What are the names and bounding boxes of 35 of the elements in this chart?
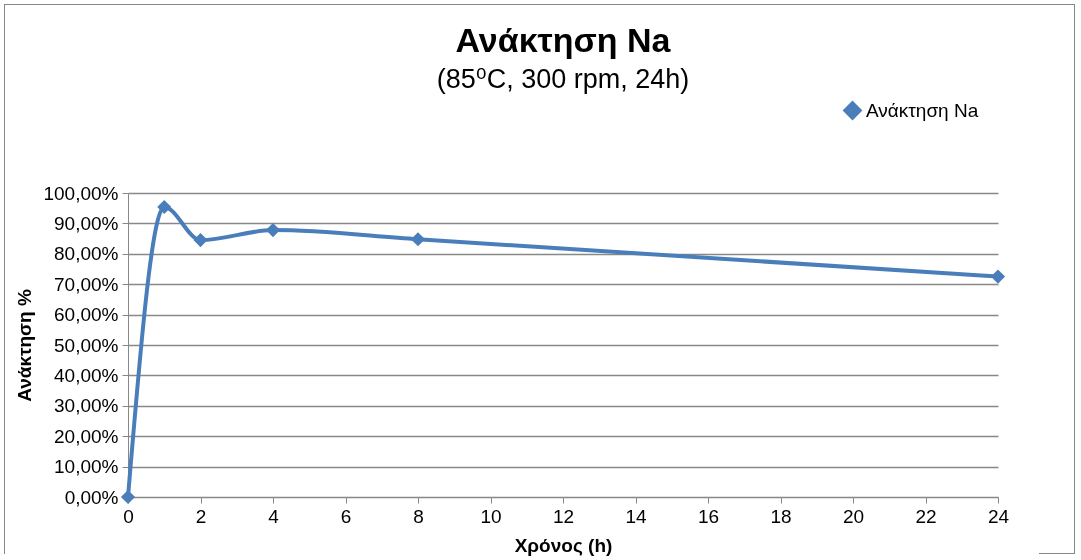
point: [157, 199, 172, 215]
x-tick-label: 16: [697, 505, 720, 527]
y-tick-label: 30,00%: [54, 395, 119, 417]
point: [410, 232, 426, 247]
x-tick-label: 14: [625, 505, 647, 527]
x-tick-label: 22: [915, 505, 937, 527]
x-tick-label: 2: [195, 505, 207, 527]
y-tick-label: 90,00%: [54, 212, 119, 234]
chart-subtitle: (85⁰C, 300 rpm, 24h): [436, 64, 690, 94]
y-tick-label: 70,00%: [54, 273, 119, 295]
y-tick-label: 50,00%: [54, 334, 119, 356]
x-tick-label: 24: [987, 505, 1010, 527]
point: [265, 223, 281, 238]
y-tick-label: 10,00%: [54, 456, 119, 478]
x-tick-label: 10: [480, 505, 502, 527]
x-tick-label: 18: [770, 505, 792, 527]
y-tick-label: 20,00%: [54, 425, 119, 447]
point: [193, 233, 208, 248]
x-axis-title: Χρόνος (h): [514, 534, 613, 556]
x-tick-label: 20: [842, 505, 865, 527]
point: [120, 489, 136, 505]
y-axis-title: Ανάκτηση %: [14, 289, 36, 402]
point: [990, 269, 1006, 284]
y-tick-label: 100,00%: [43, 182, 119, 204]
y-tick-label: 0,00%: [64, 486, 119, 508]
y-tick-label: 60,00%: [54, 304, 119, 326]
y-tick-label: 40,00%: [54, 364, 119, 386]
x-tick-label: 4: [268, 505, 280, 527]
legend-label: Ανάκτηση Na: [866, 99, 979, 121]
x-tick-label: 6: [340, 505, 352, 527]
x-tick-label: 0: [123, 505, 134, 527]
y-tick-label: 80,00%: [54, 243, 119, 265]
chart-title: Ανάκτηση Na: [455, 21, 672, 59]
x-tick-label: 8: [413, 505, 424, 527]
x-tick-label: 12: [552, 505, 575, 527]
